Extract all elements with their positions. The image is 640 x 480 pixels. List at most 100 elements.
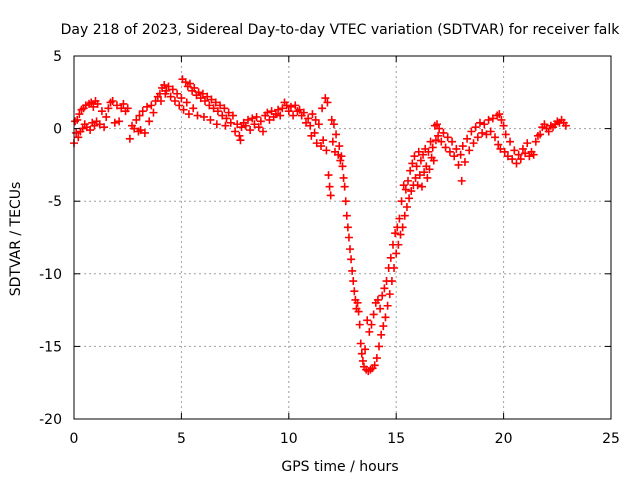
- data-point: [367, 320, 376, 329]
- data-point: [185, 79, 194, 88]
- data-point: [503, 152, 512, 161]
- data-point: [135, 111, 144, 120]
- data-point: [531, 137, 540, 146]
- data-point: [484, 115, 493, 124]
- data-point: [90, 121, 99, 130]
- data-point: [398, 223, 407, 232]
- data-point: [156, 97, 165, 106]
- data-point: [72, 128, 81, 137]
- data-point: [228, 111, 237, 120]
- data-point: [286, 102, 295, 111]
- y-tick-label: -10: [39, 267, 62, 283]
- data-point: [74, 133, 83, 142]
- data-point: [354, 307, 363, 316]
- data-point: [482, 130, 491, 139]
- data-point: [314, 120, 323, 129]
- data-point: [467, 127, 476, 136]
- data-point: [425, 165, 434, 174]
- data-point: [147, 101, 156, 110]
- data-point: [218, 111, 227, 120]
- data-point: [347, 255, 356, 264]
- data-point: [143, 102, 152, 111]
- data-point: [495, 110, 504, 119]
- data-point: [193, 111, 202, 120]
- data-point: [136, 126, 145, 135]
- data-point: [324, 171, 333, 180]
- data-point: [206, 115, 215, 124]
- data-point: [361, 345, 370, 354]
- data-point: [355, 320, 364, 329]
- data-point: [424, 147, 433, 156]
- data-point: [170, 97, 179, 106]
- data-point: [460, 157, 469, 166]
- data-point: [220, 104, 229, 113]
- data-point: [250, 120, 259, 129]
- data-point: [375, 342, 384, 351]
- data-point: [379, 322, 388, 331]
- data-point: [494, 140, 503, 149]
- data-point: [339, 173, 348, 182]
- data-point: [325, 182, 334, 191]
- data-point: [414, 147, 423, 156]
- data-point: [514, 150, 523, 159]
- data-point: [521, 149, 530, 158]
- data-point: [140, 128, 149, 137]
- data-point: [318, 104, 327, 113]
- data-point: [417, 182, 426, 191]
- data-point: [233, 120, 242, 129]
- data-point: [211, 98, 220, 107]
- data-point: [529, 150, 538, 159]
- data-point: [480, 120, 489, 129]
- data-point: [125, 134, 134, 143]
- data-point: [274, 105, 283, 114]
- data-point: [177, 94, 186, 103]
- data-point: [404, 176, 413, 185]
- data-point: [328, 137, 337, 146]
- data-point: [132, 115, 141, 124]
- data-point: [291, 101, 300, 110]
- data-point: [310, 128, 319, 137]
- data-point: [349, 277, 358, 286]
- data-point: [213, 107, 222, 116]
- data-point: [248, 114, 257, 123]
- data-point: [390, 263, 399, 272]
- data-point: [426, 137, 435, 146]
- data-point: [196, 94, 205, 103]
- x-tick-label: 10: [280, 431, 298, 447]
- data-point: [323, 98, 332, 107]
- data-point: [429, 156, 438, 165]
- data-point: [457, 176, 466, 185]
- data-point: [525, 152, 534, 161]
- y-tick-label: -20: [39, 412, 62, 428]
- data-point: [222, 114, 231, 123]
- grid-lines: [74, 56, 611, 419]
- data-point: [499, 121, 508, 130]
- data-point: [271, 110, 280, 119]
- data-point: [212, 120, 221, 129]
- data-point: [205, 101, 214, 110]
- data-point: [381, 313, 390, 322]
- data-point: [276, 111, 285, 120]
- data-point: [428, 143, 437, 152]
- data-point: [397, 197, 406, 206]
- data-point: [386, 253, 395, 262]
- data-points: [70, 75, 570, 376]
- data-point: [190, 83, 199, 92]
- data-point: [512, 159, 521, 168]
- data-point: [469, 139, 478, 148]
- data-point: [335, 142, 344, 151]
- data-point: [236, 136, 245, 145]
- data-point: [431, 136, 440, 145]
- data-point: [395, 214, 404, 223]
- data-point: [322, 146, 331, 155]
- y-tick-label: 5: [53, 49, 62, 65]
- data-point: [369, 310, 378, 319]
- data-point: [263, 108, 272, 117]
- x-tick-label: 0: [70, 431, 79, 447]
- data-point: [284, 107, 293, 116]
- data-point: [97, 107, 106, 116]
- data-point: [73, 115, 82, 124]
- data-point: [420, 168, 429, 177]
- data-point: [383, 301, 392, 310]
